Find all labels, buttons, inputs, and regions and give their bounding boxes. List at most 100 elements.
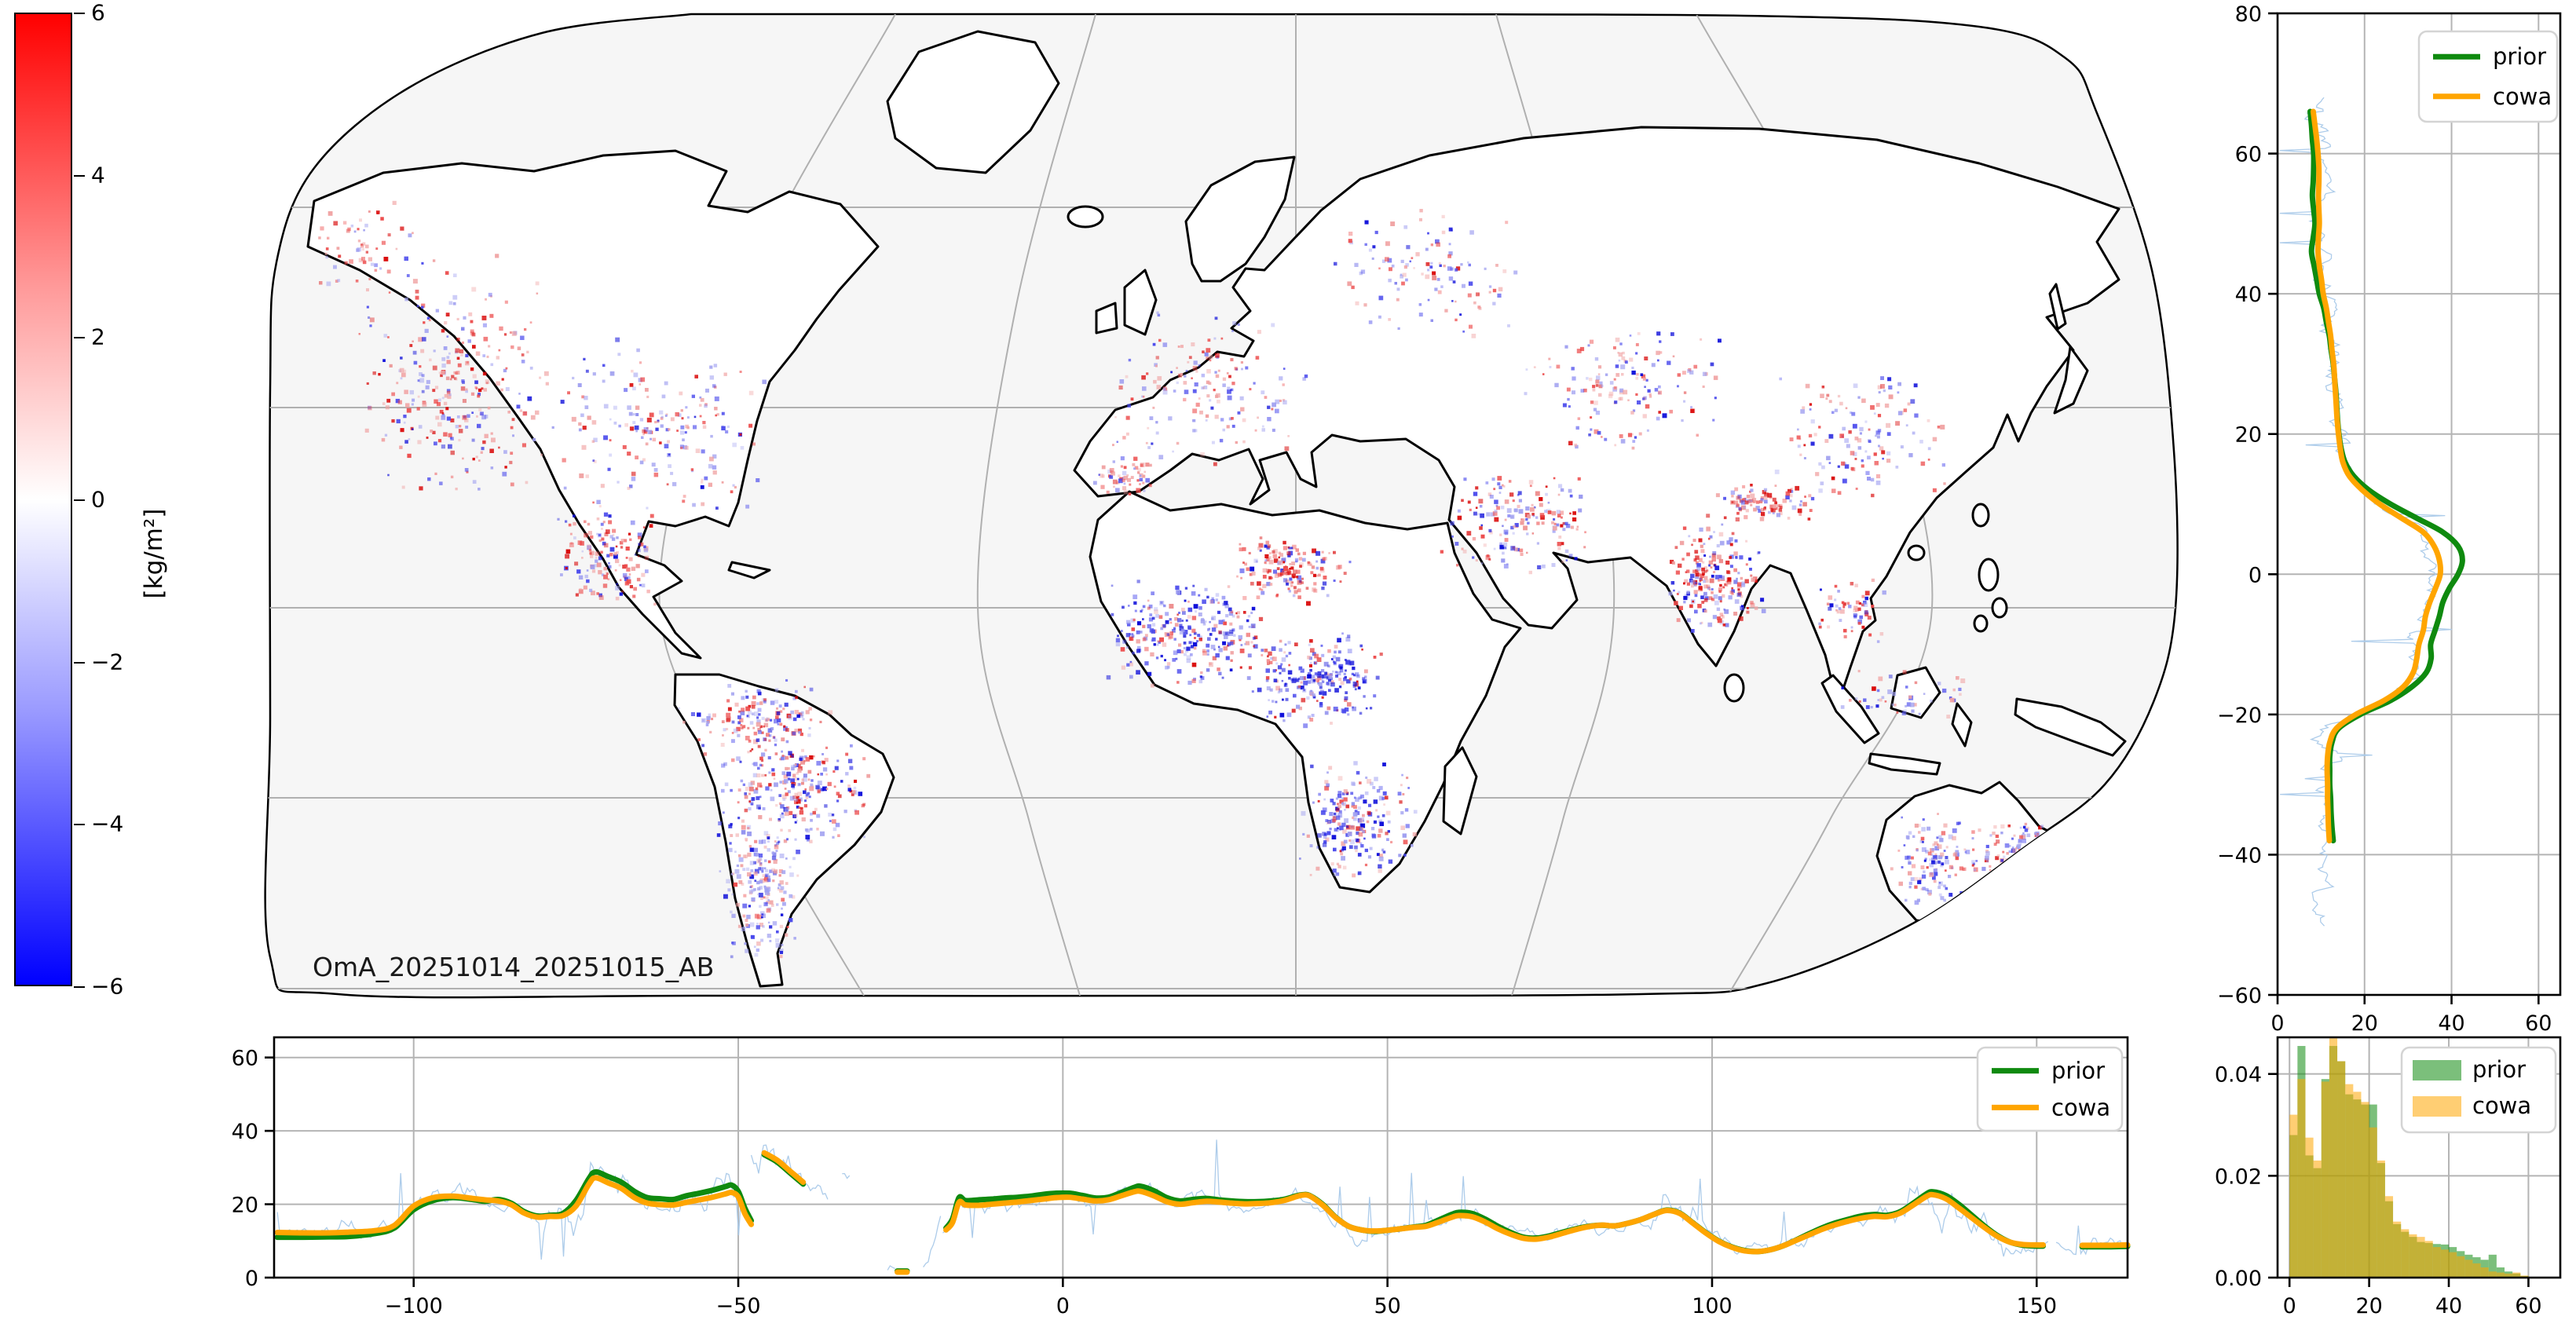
x-tick-label: 0 [1056,1294,1070,1318]
hist-bar [2393,1221,2402,1278]
world-map [264,13,2179,999]
raw-trace [842,1172,851,1179]
japan [2053,346,2089,415]
hist-bar [2329,1038,2338,1278]
x-tick-label: 0 [2283,1294,2296,1318]
hist-bar [2505,1273,2513,1278]
hist-bar [2313,1160,2322,1278]
greenland [886,30,1060,174]
legend-label-cowa: cowa [2472,1092,2531,1119]
south-america [673,673,895,988]
north-america [306,149,880,660]
colorbar-tick [74,499,85,501]
hist-bar [2384,1196,2394,1278]
borneo [1890,666,1941,719]
raw-trace [923,1216,942,1267]
new-zealand-south [2013,877,2098,931]
colorbar-tick-label: 0 [91,486,105,513]
hist-bar [2440,1249,2450,1278]
great-britain [1123,269,1158,336]
x-tick-label: −100 [385,1294,443,1318]
colorbar-tick [74,174,85,177]
legend-label-cowa: cowa [2051,1094,2110,1121]
hist-bar [2345,1084,2354,1278]
colorbar-tick [74,13,85,14]
x-tick-label: 60 [2525,1011,2552,1036]
hist-bar [2496,1272,2505,1278]
x-tick-label: 40 [2438,1011,2464,1036]
taiwan [1971,503,1990,528]
philippines-3 [1973,614,1989,633]
x-tick-label: 60 [2515,1294,2541,1318]
raw-trace [887,1265,895,1271]
hist-bar [2464,1260,2473,1278]
legend-label-prior: prior [2493,43,2546,70]
hist-bar [2353,1091,2362,1278]
africa [1089,490,1522,894]
colorbar-unit-label: [kg/m²] [140,508,168,599]
hist-bar [2488,1271,2497,1278]
y-tick-label: 40 [2235,283,2262,307]
legend-label-cowa: cowa [2493,83,2552,110]
hainan [1907,544,1926,561]
cowa-line [2310,108,2443,844]
hist-bars [2289,1038,2529,1278]
hist-bar [2432,1247,2441,1278]
sulawesi [1951,702,1973,748]
philippines-1 [1978,558,2000,592]
colorbar-tick-label: −6 [91,973,124,1000]
hist-bar [2512,1272,2521,1278]
cowa-line [761,1150,807,1186]
ireland [1095,302,1118,335]
x-tick-label: 20 [2355,1294,2382,1318]
colorbar-tick [74,824,85,826]
raw-trace [276,1161,752,1260]
ticks [2268,12,2540,1004]
hist-bar [2369,1127,2377,1278]
colorbar-tick-label: 4 [91,162,105,188]
java [1868,752,1941,776]
hist-series-cowa [2289,1038,2529,1278]
meridian-1 [976,13,1096,996]
legend-label-prior: prior [2051,1058,2105,1084]
hist-bar [2401,1229,2410,1278]
y-tick-label: 40 [232,1120,258,1144]
map-annotation: OmA_20251014_20251015_AB [313,952,715,982]
axes-frame [2276,1036,2562,1279]
y-tick-label: −40 [2217,843,2262,868]
hist-bar [2305,1137,2314,1278]
hist-bar [2417,1237,2425,1278]
hist-bar [2488,1254,2497,1278]
sakhalin [2048,283,2067,331]
y-tick-label: 80 [2235,2,2262,27]
colorbar-tick-label: −4 [91,810,124,837]
x-tick-label: 40 [2435,1294,2462,1318]
x-tick-label: 150 [2016,1294,2057,1318]
y-tick-label: −20 [2217,704,2262,728]
hist-bar [2424,1241,2433,1278]
hist-bar [2361,1102,2369,1278]
madagascar [1442,746,1478,836]
colorbar-tick [74,661,85,664]
colorbar-tick [74,337,85,339]
legend-patch-cowa [2413,1096,2461,1117]
y-tick-label: 0.00 [2215,1267,2262,1291]
cuba [727,561,771,580]
axes-frame [2276,12,2562,996]
x-tick-label: 0 [2270,1011,2284,1036]
hist-bar [2289,1114,2298,1278]
hist-bar [2297,1079,2306,1278]
y-tick-label: 20 [232,1194,258,1218]
hist-bar [2457,1256,2465,1278]
sumatra [1820,674,1880,744]
y-tick-label: 0.04 [2215,1063,2262,1088]
hist-bar [2449,1252,2457,1278]
eurasia [1073,126,2120,707]
sri-lanka [1723,673,1745,703]
colorbar [14,13,72,986]
y-tick-label: 20 [2235,423,2262,448]
new-guinea [2014,697,2127,757]
longitude-profile-panel: −100 −50 0 50 100 150 0 20 40 60 prior cowa [232,1036,2131,1318]
cowa-line [274,1175,755,1236]
histogram-panel: 0 20 40 60 0.00 0.02 0.04 prior cowa [2215,1036,2562,1318]
